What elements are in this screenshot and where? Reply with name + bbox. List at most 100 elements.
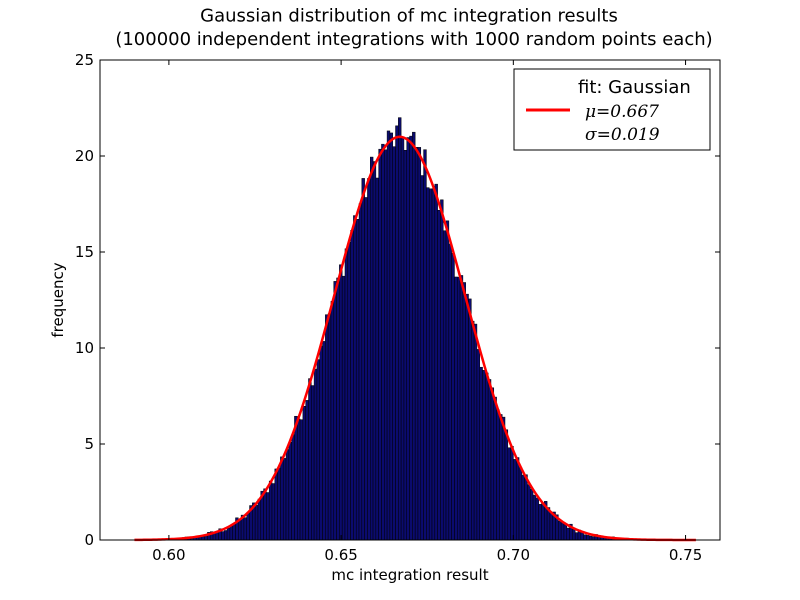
histogram-bar (367, 178, 371, 541)
histogram-bar (507, 447, 511, 541)
histogram-bar (588, 535, 593, 541)
histogram-bar (490, 387, 495, 541)
histogram-bar (350, 230, 354, 541)
histogram-bar (558, 521, 562, 541)
histogram-bar (266, 492, 270, 541)
histogram-bar (288, 442, 292, 541)
histogram-bar (311, 385, 315, 541)
histogram-bar (426, 187, 430, 541)
histogram-bar (224, 530, 228, 541)
histogram-bar (274, 468, 278, 541)
histogram-bar (428, 188, 433, 541)
y-tick-label: 15 (75, 243, 94, 261)
histogram-bar (302, 406, 306, 541)
histogram-bar (344, 248, 349, 541)
histogram-bar (471, 320, 475, 541)
histogram-bar (524, 474, 528, 541)
chart-subtitle: (100000 independent integrations with 10… (115, 29, 712, 50)
histogram-bar (370, 156, 374, 541)
histogram-bar (372, 161, 377, 541)
histogram-bar (583, 534, 587, 541)
histogram-bar (221, 531, 225, 541)
legend-title: fit: Gaussian (578, 77, 691, 98)
histogram-bar (437, 209, 441, 541)
histogram-bar (316, 359, 320, 541)
histogram-bar (378, 148, 382, 541)
histogram-bar (493, 396, 497, 541)
histogram-bar (521, 474, 525, 541)
fit-curve-group (134, 135, 696, 542)
histogram-bar (431, 188, 436, 541)
histogram-bar (238, 519, 242, 541)
histogram-bar (364, 197, 368, 541)
histogram-bar (580, 532, 584, 541)
histogram-bar (355, 219, 360, 541)
histogram-bar (510, 446, 514, 541)
histogram-bar (229, 525, 233, 541)
histogram-bar (518, 467, 523, 541)
histogram-bar (308, 378, 312, 541)
histogram-bar (454, 276, 458, 541)
histogram-bar (325, 314, 329, 541)
histogram-bar (398, 117, 402, 541)
y-tick-label: 20 (75, 147, 94, 165)
histogram-bar (384, 149, 388, 541)
x-axis-label: mc integration result (331, 566, 488, 584)
histogram-bar (504, 429, 509, 541)
histogram-bar (327, 313, 332, 541)
y-tick-label: 5 (84, 435, 94, 453)
histogram-bar (574, 532, 579, 541)
histogram-bar (291, 434, 295, 541)
histogram-bar (496, 409, 500, 541)
histogram-bar (341, 275, 346, 541)
histogram-bar (566, 527, 570, 541)
histogram-bar (501, 416, 506, 541)
histogram-bar (538, 504, 542, 541)
histogram-bar (420, 175, 424, 541)
histogram-bar (381, 143, 385, 541)
plot-frame (99, 59, 721, 541)
histogram-bar (434, 183, 438, 541)
histogram-bar (485, 372, 489, 541)
y-axis-label: frequency (49, 262, 67, 337)
histogram-bar (530, 488, 534, 541)
histogram-bar (468, 298, 472, 541)
x-tick-label: 0.70 (497, 546, 530, 564)
histogram-bar (403, 150, 407, 541)
histogram-bar (563, 523, 568, 541)
histogram-bar (243, 517, 247, 541)
histogram-bar (465, 293, 469, 541)
histogram-bar (499, 414, 503, 541)
histogram-bar (479, 366, 483, 541)
histogram-bar (440, 199, 444, 541)
histogram-bar (277, 467, 281, 541)
histogram-bar (482, 370, 486, 541)
histogram-bar (423, 149, 427, 541)
histogram-bar (285, 449, 290, 541)
histogram-bar (572, 529, 576, 541)
histogram-bar (246, 512, 250, 541)
y-tick-label: 25 (75, 51, 94, 69)
histogram-bar (462, 282, 466, 541)
chart-title: Gaussian distribution of mc integration … (200, 6, 618, 27)
histogram-bar (375, 177, 379, 541)
histogram-bar (347, 241, 351, 541)
histogram-bar (487, 379, 492, 541)
histogram-bar (336, 277, 340, 541)
gaussian-fit-line (134, 135, 696, 542)
histogram-bar (280, 456, 284, 541)
histogram-bar (409, 135, 413, 541)
histogram-bar (319, 345, 323, 541)
histogram-bar (263, 488, 267, 541)
histogram-bar (282, 458, 287, 541)
histogram-bar (294, 415, 298, 541)
histogram-bar (268, 480, 273, 541)
histogram-bar (257, 498, 262, 541)
legend: fit: Gaussian μ=0.667 σ=0.019 (513, 68, 711, 151)
histogram-bar (445, 220, 450, 541)
histogram-bar (532, 494, 537, 541)
histogram-bar (586, 535, 590, 541)
histogram-bar (406, 137, 410, 541)
histogram-bar (392, 146, 396, 541)
